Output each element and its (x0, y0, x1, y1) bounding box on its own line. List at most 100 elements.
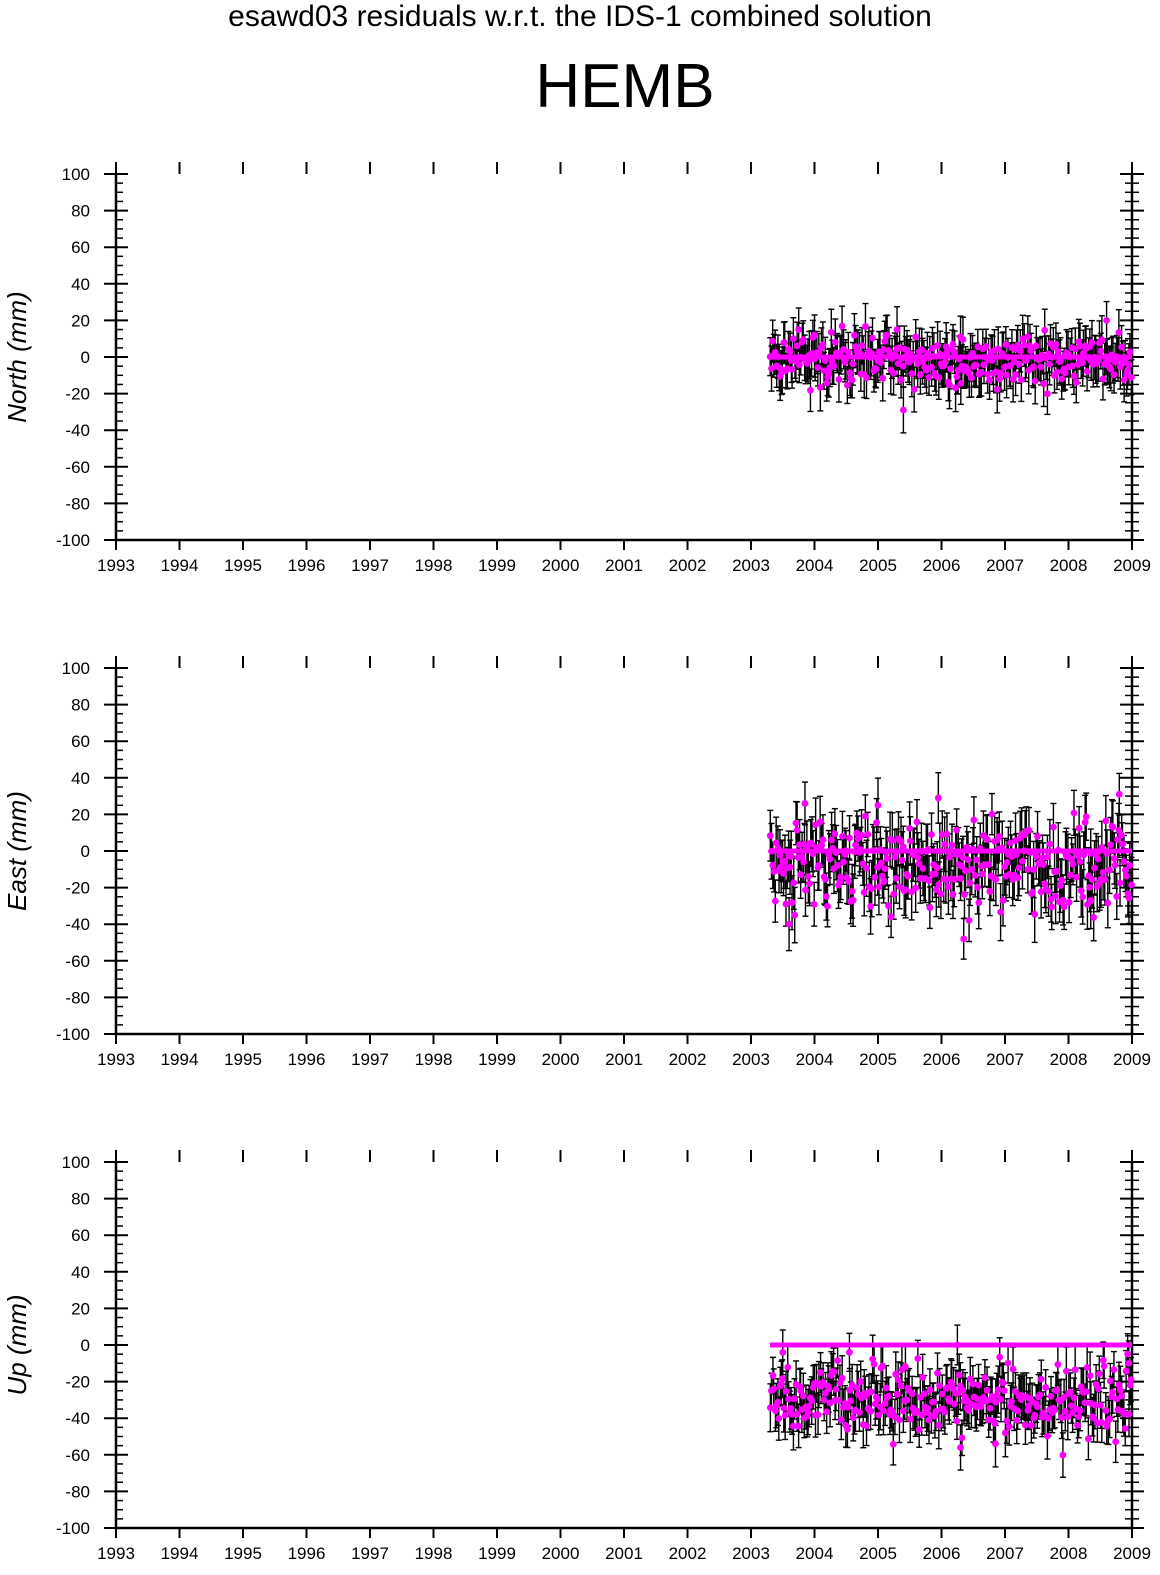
data-point (1034, 832, 1041, 840)
data-point (1127, 373, 1135, 381)
data-point (904, 872, 912, 880)
data-point (843, 381, 851, 389)
data-point (885, 902, 892, 910)
data-point (1126, 862, 1134, 869)
data-point (1103, 317, 1110, 324)
x-tick-label: 2005 (859, 1544, 897, 1563)
data-point (1099, 1356, 1107, 1364)
data-point (1054, 348, 1062, 355)
y-tick-label: 60 (71, 1226, 90, 1245)
data-point (1076, 858, 1084, 865)
data-point (781, 1411, 789, 1419)
data-point (913, 1407, 921, 1415)
data-point (951, 348, 959, 356)
data-point (1050, 823, 1057, 831)
data-point (950, 875, 958, 883)
data-point (1073, 873, 1080, 881)
data-point (896, 883, 903, 891)
x-tick-label: 1996 (288, 556, 326, 575)
data-point (1045, 1414, 1052, 1422)
data-point (875, 1411, 883, 1419)
data-point (1033, 1403, 1041, 1411)
data-point (1068, 1402, 1075, 1409)
data-point (797, 1387, 804, 1395)
data-point (838, 322, 846, 330)
data-point (934, 342, 941, 350)
data-point (973, 1395, 981, 1403)
data-point (1097, 1401, 1104, 1409)
data-point (986, 376, 993, 384)
y-tick-label: -20 (65, 1373, 90, 1392)
data-point (780, 1404, 788, 1412)
data-point (1115, 790, 1123, 798)
data-point (1124, 367, 1131, 374)
data-point (816, 384, 824, 391)
data-point (918, 1411, 926, 1419)
data-point (996, 1353, 1004, 1361)
y-tick-label: -80 (65, 494, 90, 513)
data-point (1094, 855, 1102, 863)
data-point (983, 836, 991, 843)
data-point (996, 375, 1003, 383)
data-point (906, 1415, 914, 1423)
data-point (959, 1386, 967, 1394)
data-point (985, 861, 993, 868)
data-point (791, 1395, 798, 1403)
data-point (966, 1375, 974, 1383)
data-point (818, 841, 826, 849)
data-point (848, 887, 856, 895)
y-axis-label: East (mm) (2, 791, 32, 911)
data-point (772, 839, 780, 847)
data-point (932, 886, 940, 894)
data-point (925, 877, 933, 884)
data-point (1065, 898, 1073, 906)
data-point (769, 861, 777, 869)
data-point (1088, 339, 1096, 347)
y-tick-label: -100 (56, 1519, 90, 1538)
data-point (834, 862, 841, 869)
data-point (1031, 910, 1039, 918)
data-point (858, 342, 866, 350)
data-point (1069, 362, 1077, 370)
data-point (941, 840, 949, 848)
data-point (799, 336, 807, 344)
data-point (925, 373, 933, 381)
data-point (897, 376, 905, 384)
data-point (825, 369, 833, 377)
data-point (857, 1378, 865, 1385)
data-point (1125, 1359, 1133, 1367)
data-point (801, 800, 809, 807)
data-point (1087, 897, 1095, 904)
x-tick-label: 2001 (605, 556, 643, 575)
data-point (968, 374, 975, 382)
data-point (871, 873, 879, 881)
data-point (793, 826, 801, 834)
data-point (975, 899, 983, 907)
data-point (953, 1417, 961, 1425)
x-tick-label: 2007 (986, 556, 1024, 575)
x-tick-label: 2004 (796, 1544, 834, 1563)
data-point (942, 876, 950, 884)
data-point (944, 883, 952, 890)
data-point (1027, 1422, 1035, 1429)
data-point (806, 880, 813, 888)
data-point (785, 1395, 793, 1403)
data-point (964, 856, 972, 864)
data-point (1048, 903, 1056, 911)
data-point (874, 1396, 881, 1403)
data-point (819, 341, 827, 349)
data-point (1122, 872, 1130, 880)
data-point (804, 1408, 812, 1416)
data-point (820, 1396, 828, 1404)
data-point (938, 1390, 946, 1398)
data-point (1111, 861, 1119, 869)
data-point (877, 859, 885, 867)
data-point (1083, 368, 1091, 375)
y-axis-label: Up (mm) (2, 1294, 32, 1395)
data-point (1118, 1392, 1126, 1400)
data-point (948, 841, 956, 849)
data-point (1014, 341, 1022, 349)
data-point (900, 406, 907, 414)
data-point (875, 883, 883, 891)
